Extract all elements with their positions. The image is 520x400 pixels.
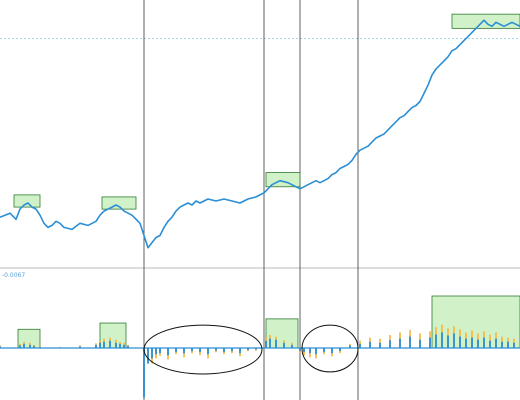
- histogram-bar: [29, 344, 31, 348]
- histogram-bar: [441, 332, 443, 348]
- histogram-bar: [513, 342, 515, 348]
- histogram-bar: [291, 344, 293, 348]
- histogram-bar: [459, 336, 461, 348]
- histogram-bar: [79, 346, 81, 348]
- histogram-bar: [265, 340, 267, 348]
- histogram-bar: [389, 340, 391, 348]
- histogram-bar: [167, 348, 169, 356]
- histogram-bar: [399, 338, 401, 348]
- histogram-bar: [339, 348, 341, 352]
- histogram-bar: [303, 348, 305, 353]
- histogram-bar: [199, 348, 201, 353]
- histogram-bar: [489, 340, 491, 348]
- histogram-bar: [419, 339, 421, 348]
- histogram-bar: [447, 335, 449, 348]
- histogram-bar: [183, 348, 185, 354]
- upper-highlight-box: [101, 196, 137, 210]
- histogram-bar: [483, 337, 485, 348]
- annotation-ellipse: [143, 324, 263, 375]
- histogram-bar: [409, 336, 411, 348]
- histogram-bar: [151, 348, 153, 359]
- histogram-bar: [0, 346, 1, 348]
- histogram-bar: [369, 341, 371, 348]
- histogram-bar: [155, 348, 157, 355]
- histogram-bar: [435, 334, 437, 348]
- histogram-bar: [231, 348, 233, 352]
- histogram-bar: [255, 348, 257, 350]
- histogram-bar: [349, 345, 351, 348]
- histogram-bar: [465, 338, 467, 348]
- histogram-bar: [215, 348, 217, 351]
- histogram-bar: [33, 345, 35, 348]
- histogram-bar: [115, 342, 117, 348]
- histogram-bar: [269, 338, 271, 348]
- histogram-bar: [95, 344, 97, 348]
- histogram-bar: [275, 339, 277, 348]
- histogram-bar: [429, 337, 431, 348]
- histogram-bar: [379, 342, 381, 348]
- histogram-bar: [299, 348, 301, 352]
- histogram-bar: [109, 340, 111, 348]
- histogram-bar: [119, 343, 121, 348]
- histogram-bar: [471, 337, 473, 348]
- histogram-bar: [507, 341, 509, 348]
- histogram-bar: [175, 348, 177, 353]
- price-series-line: [0, 19, 520, 249]
- histogram-bar: [247, 348, 249, 351]
- histogram-bar: [19, 345, 21, 348]
- lower-panel-readout: -0.0067: [2, 272, 26, 279]
- histogram-bar: [239, 348, 241, 354]
- upper-highlight-box: [13, 194, 41, 208]
- histogram-bar: [501, 341, 503, 348]
- histogram-bar: [495, 338, 497, 348]
- histogram-bar: [147, 348, 149, 364]
- histogram-bar: [99, 342, 101, 348]
- histogram-bar: [123, 344, 125, 348]
- histogram-bar: [223, 348, 225, 353]
- lower-highlight-box: [431, 295, 520, 349]
- histogram-bar: [309, 348, 311, 354]
- histogram-bar: [23, 343, 25, 348]
- annotation-ellipse: [301, 324, 359, 373]
- histogram-bar: [453, 333, 455, 348]
- histogram-bar: [127, 345, 129, 348]
- histogram-bar: [159, 348, 161, 354]
- histogram-bar: [143, 348, 145, 398]
- histogram-bar: [359, 343, 361, 348]
- histogram-bar: [207, 348, 209, 355]
- histogram-bar: [191, 348, 193, 352]
- histogram-bar: [331, 348, 333, 354]
- histogram-bar: [103, 341, 105, 348]
- histogram-bar: [477, 339, 479, 348]
- histogram-bar: [323, 348, 325, 353]
- histogram-bar: [315, 348, 317, 355]
- histogram-bar: [283, 342, 285, 348]
